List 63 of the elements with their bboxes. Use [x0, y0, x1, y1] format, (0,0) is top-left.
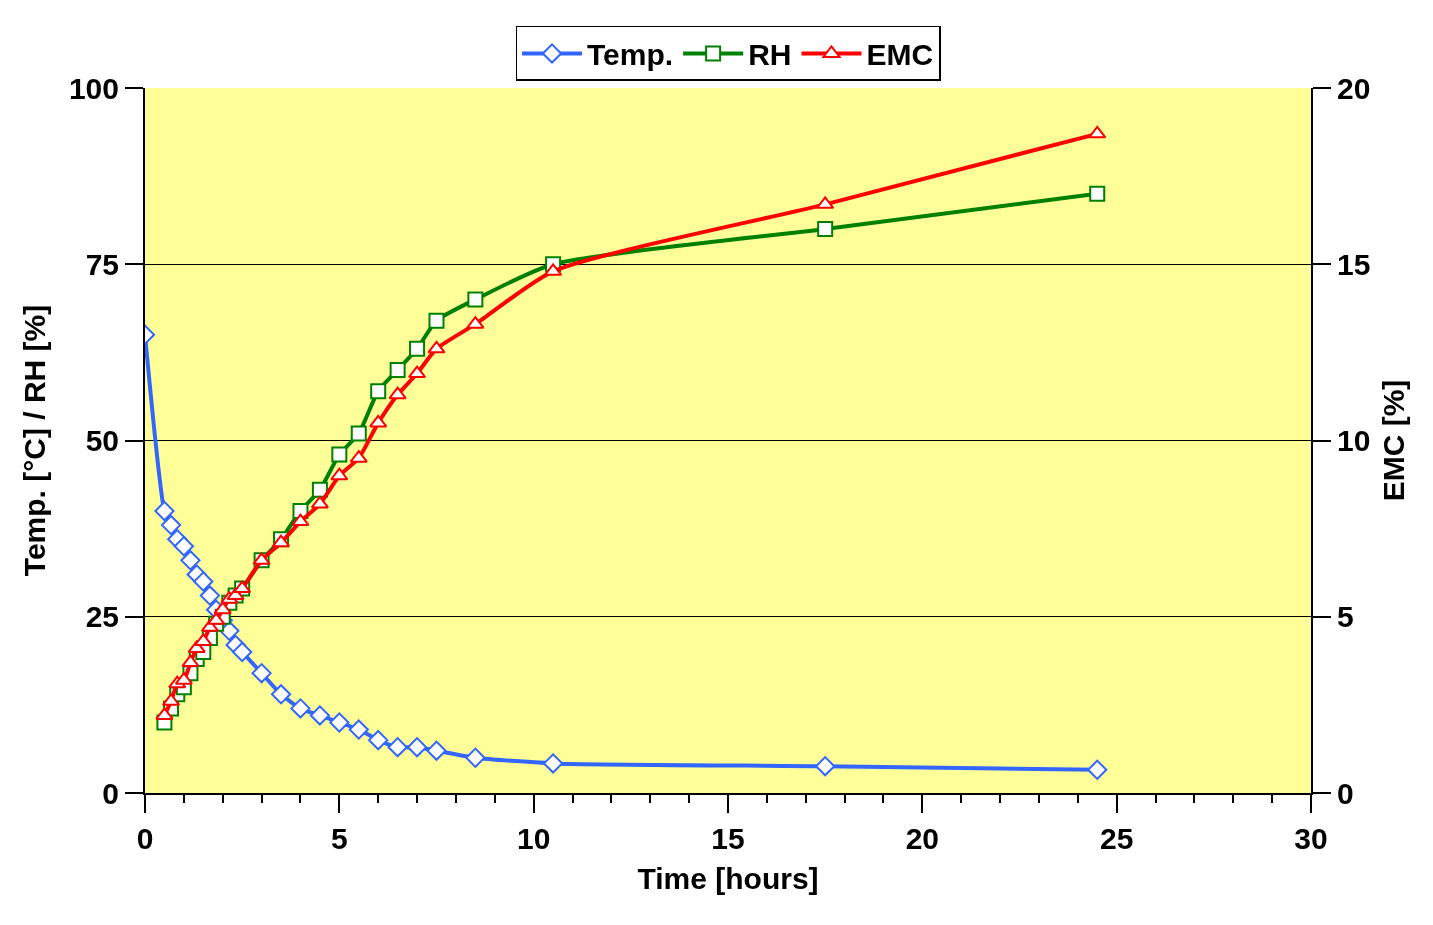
point	[181, 654, 200, 668]
point	[199, 585, 221, 606]
point	[369, 414, 388, 428]
point	[388, 386, 407, 400]
point	[1089, 185, 1106, 202]
y2-tick-label: 5	[1337, 600, 1354, 634]
point	[406, 737, 428, 758]
x-tick-label: 25	[1099, 822, 1134, 855]
y-tick-label: 100	[68, 71, 119, 105]
point	[291, 513, 310, 527]
point	[180, 550, 201, 571]
y-tick-label: 0	[102, 776, 119, 810]
y2-tick-label: 20	[1337, 71, 1371, 105]
point	[232, 641, 253, 663]
point	[213, 601, 232, 615]
x-tick-label: 15	[711, 822, 745, 855]
y2-axis-title: EMC [%]	[1377, 379, 1411, 502]
point	[331, 446, 348, 463]
point	[154, 500, 175, 522]
point	[815, 756, 836, 777]
y-axis-title: Temp. [°C] / RH [%]	[18, 304, 52, 577]
y-tick-label: 75	[85, 247, 119, 281]
legend-label: RH	[748, 38, 792, 72]
x-tick-label: 10	[516, 822, 551, 855]
y2-tick-label: 10	[1337, 424, 1371, 457]
point	[543, 753, 564, 774]
point	[310, 495, 329, 509]
point	[160, 515, 182, 536]
point	[368, 730, 389, 751]
point	[407, 365, 427, 379]
point	[251, 663, 272, 684]
y2-tick-label: 0	[1337, 776, 1354, 810]
y-tick-label: 25	[85, 600, 119, 634]
point	[1088, 125, 1107, 139]
x-tick-label: 5	[330, 822, 348, 855]
point	[427, 340, 446, 354]
point	[465, 747, 486, 768]
point	[290, 698, 311, 719]
point	[330, 467, 349, 481]
y-tick-label: 50	[85, 424, 119, 457]
x-tick-label: 30	[1294, 822, 1328, 855]
point	[329, 712, 350, 733]
x-tick-label: 0	[136, 822, 154, 855]
point	[173, 536, 194, 557]
point	[309, 705, 330, 726]
point	[350, 425, 367, 442]
point	[467, 291, 484, 308]
point	[426, 740, 447, 761]
point	[193, 571, 214, 592]
legend-label: EMC	[866, 38, 934, 72]
y2-tick-label: 15	[1337, 247, 1371, 281]
point	[428, 312, 445, 329]
x-axis-title: Time [hours]	[637, 862, 819, 895]
point	[387, 737, 408, 758]
point	[817, 221, 834, 237]
point	[409, 340, 426, 357]
x-tick-label: 20	[905, 822, 940, 855]
point	[348, 719, 369, 740]
point	[370, 383, 387, 400]
legend-label: Temp.	[587, 38, 674, 72]
point	[389, 362, 406, 378]
point	[1087, 759, 1108, 780]
point	[270, 684, 292, 705]
